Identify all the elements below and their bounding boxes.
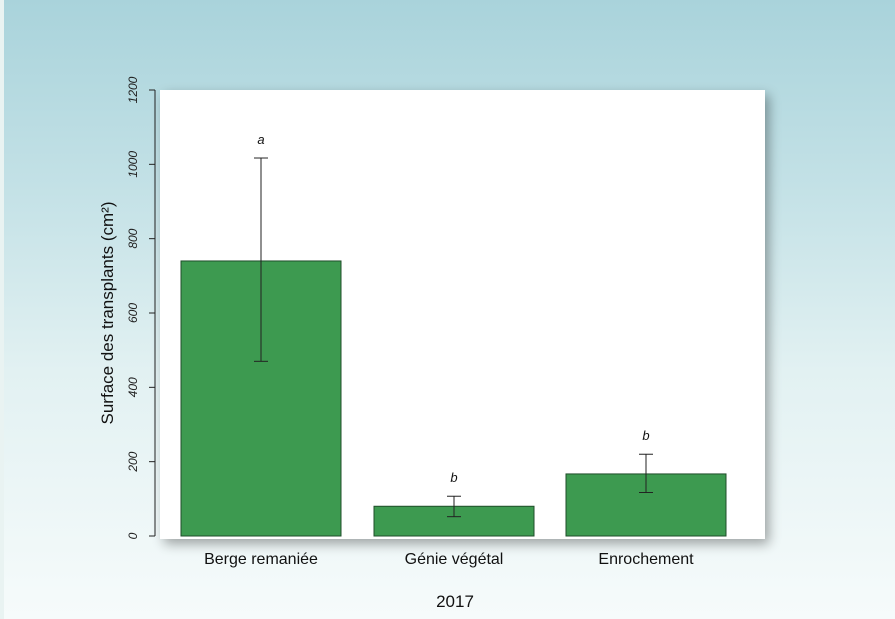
frame-edge <box>0 0 4 619</box>
category-label: Berge remaniée <box>204 551 318 568</box>
significance-label: a <box>257 132 264 147</box>
y-tick-label: 200 <box>126 451 140 472</box>
category-label: Génie végétal <box>405 551 504 568</box>
y-tick-label: 600 <box>126 303 140 323</box>
y-tick-label: 1000 <box>126 151 140 178</box>
y-tick-label: 0 <box>126 532 140 539</box>
category-label: Enrochement <box>598 551 694 568</box>
y-axis-title: Surface des transplants (cm²) <box>98 202 117 425</box>
y-tick-label: 1200 <box>126 76 140 103</box>
y-tick-label: 400 <box>126 377 140 397</box>
significance-label: b <box>642 428 649 443</box>
significance-label: b <box>450 470 457 485</box>
x-axis-title: 2017 <box>436 592 474 611</box>
y-tick-label: 800 <box>126 228 140 248</box>
